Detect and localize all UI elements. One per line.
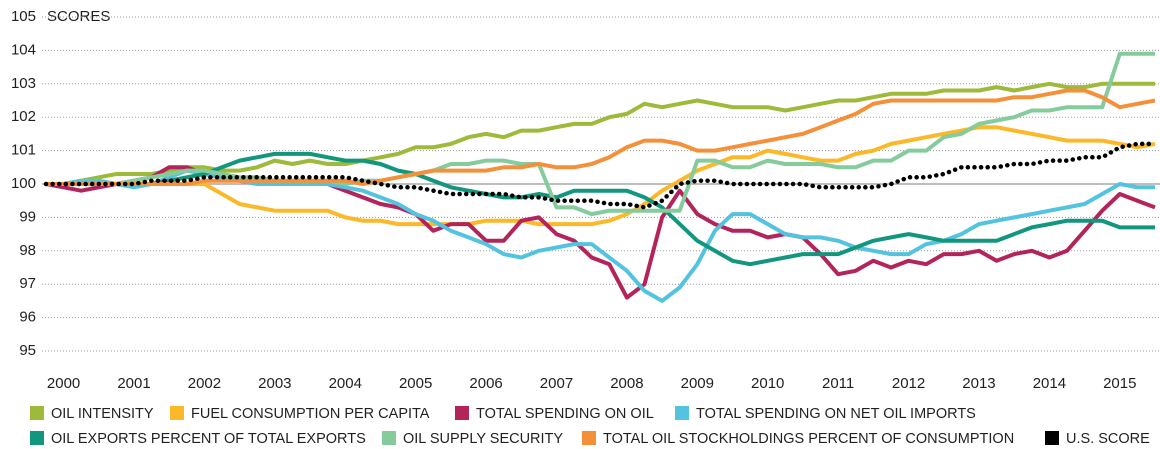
x-tick-label: 2007 xyxy=(540,375,573,392)
series-line xyxy=(46,151,1155,267)
x-tick-label: 2003 xyxy=(258,375,291,392)
y-tick-label: 101 xyxy=(11,142,36,159)
y-tick-label: 104 xyxy=(11,41,36,58)
legend-label: U.S. SCORE xyxy=(1066,431,1150,447)
x-tick-label: 2001 xyxy=(117,375,150,392)
legend-swatch xyxy=(1045,431,1059,445)
x-tick-label: 2015 xyxy=(1103,375,1136,392)
legend-swatch xyxy=(455,406,469,420)
y-tick-label: 98 xyxy=(19,242,36,259)
y-tick-label: 100 xyxy=(11,175,36,192)
x-tick-label: 2002 xyxy=(188,375,221,392)
legend-swatch xyxy=(382,431,396,445)
legend-label: OIL SUPPLY SECURITY xyxy=(403,431,563,447)
y-tick-label: 96 xyxy=(19,309,36,326)
legend-label: TOTAL OIL STOCKHOLDINGS PERCENT OF CONSU… xyxy=(603,431,1014,447)
x-tick-label: 2005 xyxy=(399,375,432,392)
series-line xyxy=(46,81,1155,186)
legend-label: OIL EXPORTS PERCENT OF TOTAL EXPORTS xyxy=(51,431,366,447)
y-tick-label: 102 xyxy=(11,108,36,125)
x-tick-label: 2000 xyxy=(47,375,80,392)
y-axis-label: SCORES xyxy=(47,8,110,25)
series-line xyxy=(43,141,1158,210)
x-tick-label: 2013 xyxy=(962,375,995,392)
legend-swatch xyxy=(675,406,689,420)
legend-label: TOTAL SPENDING ON OIL xyxy=(476,406,654,422)
legend-swatch xyxy=(582,431,596,445)
series-line xyxy=(46,88,1156,186)
legend-swatch xyxy=(30,406,44,420)
y-tick-label: 105 xyxy=(11,8,36,25)
x-tick-label: 2006 xyxy=(469,375,502,392)
legend-label: OIL INTENSITY xyxy=(51,406,154,422)
x-tick-label: 2012 xyxy=(892,375,925,392)
x-tick-label: 2009 xyxy=(681,375,714,392)
y-tick-label: 99 xyxy=(19,208,36,225)
y-tick-label: 103 xyxy=(11,75,36,92)
legend-swatch xyxy=(30,431,44,445)
x-tick-label: 2011 xyxy=(822,375,854,392)
legend-label: TOTAL SPENDING ON NET OIL IMPORTS xyxy=(696,406,976,422)
legend-swatch xyxy=(170,406,184,420)
legend-label: FUEL CONSUMPTION PER CAPITA xyxy=(191,406,430,422)
x-tick-label: 2010 xyxy=(751,375,784,392)
y-tick-label: 95 xyxy=(19,342,36,359)
x-tick-label: 2004 xyxy=(329,375,362,392)
x-tick-label: 2008 xyxy=(610,375,643,392)
x-tick-label: 2014 xyxy=(1033,375,1066,392)
y-tick-label: 97 xyxy=(19,275,36,292)
